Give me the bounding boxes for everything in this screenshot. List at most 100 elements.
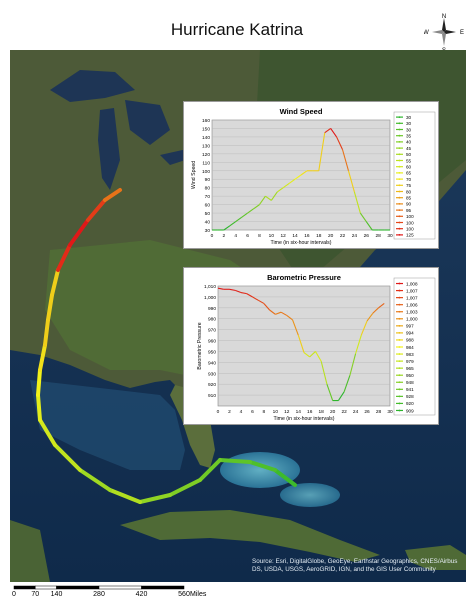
legend-entry: 75 [406,183,412,188]
scale-segment [56,585,100,590]
x-tick-label: 2 [223,233,226,239]
legend-marker [398,128,401,131]
scale-tick-label: 420 [136,591,148,598]
series-segment [309,351,316,358]
series-segment [240,292,247,295]
x-tick-label: 12 [281,233,287,239]
x-tick-label: 16 [307,409,313,415]
series-segment [349,353,357,376]
wind-speed-chart: Wind Speed 30 40 50 60 70 80 90 100 110 120 130 140 1… [183,101,439,249]
y-tick-label: 40 [205,220,211,226]
series-segment [259,195,266,205]
y-tick-label: 110 [202,160,210,166]
y-tick-label: 150 [202,126,210,132]
series-segment [241,212,248,218]
legend-marker [398,331,401,334]
y-axis-label: Barometric Pressure [197,322,203,369]
y-tick-label: 80 [205,186,211,192]
legend-marker [398,346,401,348]
legend-entry: 948 [406,380,414,385]
track-segment [138,493,172,504]
legend-entry: 95 [406,208,412,213]
legend-entry: 1,008 [406,281,418,286]
track-segment [68,218,90,247]
legend-marker [398,227,401,230]
legend-marker [398,184,401,187]
track-segment [86,198,107,222]
legend-entry: 55 [406,158,412,163]
gulf-shelf [30,380,185,470]
scale-bar: 0 70 140 280 420 560 Miles [12,585,207,598]
legend-entry: 100 [406,220,414,225]
track-segment [38,418,57,447]
x-tick-label: 16 [304,233,310,239]
legend-entry: 1,007 [406,295,418,300]
x-tick-label: 14 [292,233,298,239]
x-tick-label: 24 [353,409,359,415]
series-segment [326,383,334,401]
track-segment [50,268,60,297]
legend-marker [398,339,401,341]
legend-entry: 983 [406,352,414,357]
series-segment [297,334,305,353]
y-tick-label: 940 [208,360,216,366]
legend-entry: 909 [406,408,414,413]
series-segment [324,128,331,134]
land-hispaniola [405,545,466,570]
track-segment [103,188,122,202]
series-segment [353,191,361,214]
x-tick-label: 10 [273,409,279,415]
y-tick-label: 160 [202,118,210,124]
legend-marker [398,147,401,149]
legend-marker [398,409,401,412]
y-tick-label: 1,000 [204,295,216,301]
series-segment [292,319,299,336]
legend-entry: 80 [406,189,412,194]
legend-entry: 1,003 [406,310,418,315]
legend-entry: 1,006 [406,302,418,307]
series-segment [229,288,236,291]
legend-marker [398,141,401,143]
y-tick-label: 60 [205,203,211,209]
scale-unit: Miles [190,591,207,598]
x-tick-label: 4 [240,409,243,415]
legend-marker [398,388,401,391]
x-tick-label: 8 [263,409,266,415]
series-segment [360,320,368,336]
land-cuba [120,510,380,562]
legend-entry: 994 [406,331,414,336]
legend-marker [398,221,401,224]
series-segment [294,174,302,180]
legend-entry: 920 [406,401,414,406]
y-tick-label: 30 [205,228,211,234]
x-tick-label: 12 [284,409,290,415]
series-segment [365,221,373,231]
x-tick-label: 2 [228,409,231,415]
x-tick-label: 14 [296,409,302,415]
legend-entry: 45 [406,146,412,151]
scale-segment [141,585,185,590]
legend-entry: 965 [406,366,414,371]
lake-huron [125,100,170,145]
legend-entry: 65 [406,171,412,176]
legend-marker [398,153,401,156]
legend-entry: 125 [406,233,414,238]
chart-title: Wind Speed [280,107,323,116]
legend-marker [398,116,401,118]
x-tick-label: 18 [319,409,325,415]
legend-entry: 979 [406,359,414,364]
y-tick-label: 910 [208,393,216,399]
series-segment [269,309,276,315]
x-tick-label: 30 [387,409,393,415]
y-tick-label: 120 [202,152,210,158]
legend-marker [398,234,401,236]
legend-marker [398,317,401,320]
series-segment [235,216,242,222]
track-segment [248,460,277,472]
legend-box [393,111,436,240]
legend-marker [398,310,401,313]
x-tick-label: 28 [376,409,382,415]
legend-entry: 35 [406,134,412,139]
track-segment [38,343,47,372]
legend-entry: 950 [406,373,414,378]
